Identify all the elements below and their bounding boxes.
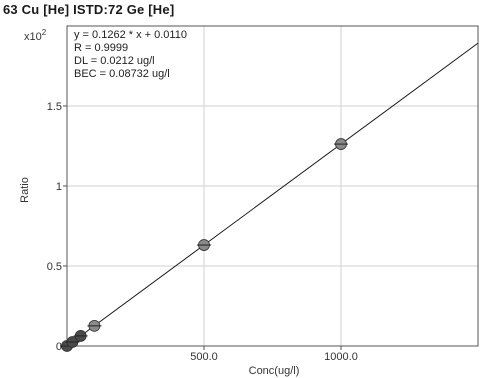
plot-frame [66,25,479,347]
calibration-line [66,42,479,347]
y-tick-label: 0.5 [47,261,62,273]
r-annotation: R = 0.9999 [74,42,128,54]
data-point [65,336,80,348]
y-tick-label: 1 [56,181,62,193]
data-point [87,319,102,332]
x-tick-label: 1000.0 [324,351,358,363]
chart-title: 63 Cu [He] ISTD:72 Ge [He] [3,2,175,17]
axes [63,25,479,350]
data-point [73,330,88,342]
y-tick-label: 1.5 [47,101,62,113]
x-tick-label: 500.0 [190,351,218,363]
dl-annotation: DL = 0.0212 ug/l [74,55,155,67]
data-points [60,138,348,352]
equation-annotation: y = 0.1262 * x + 0.0110 [74,29,187,41]
grid-lines [67,26,478,346]
y-axis-label: Ratio [19,177,31,203]
x-axis-label: Conc(ug/l) [249,365,300,377]
data-point [197,239,211,251]
y-tick-labels: 0 0.5 1 1.5 [47,101,62,353]
bec-annotation: BEC = 0.08732 ug/l [74,68,170,80]
y-tick-label: 0 [56,341,62,353]
y-multiplier-label: x102 [24,28,47,43]
x-tick-labels: 500.0 1000.0 [190,351,358,363]
data-point [334,138,348,150]
